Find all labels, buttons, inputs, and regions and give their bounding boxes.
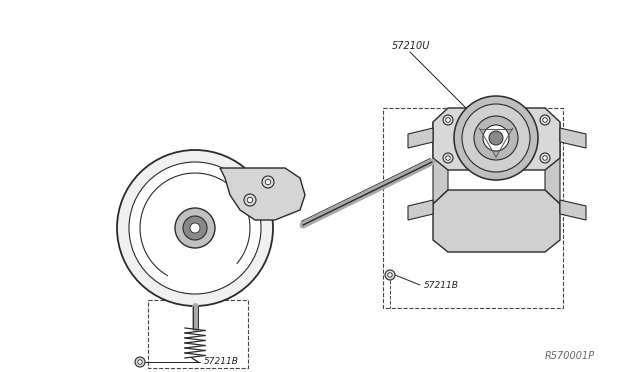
Polygon shape [560, 128, 586, 148]
Circle shape [489, 131, 503, 145]
Circle shape [454, 96, 538, 180]
Polygon shape [408, 128, 433, 148]
Circle shape [462, 104, 530, 172]
Polygon shape [408, 200, 433, 220]
Circle shape [540, 153, 550, 163]
Circle shape [474, 116, 518, 160]
Text: 57211B: 57211B [424, 280, 459, 289]
Circle shape [262, 176, 274, 188]
Polygon shape [220, 168, 305, 220]
Circle shape [543, 118, 547, 122]
Circle shape [117, 150, 273, 306]
Text: R570001P: R570001P [545, 351, 595, 361]
Circle shape [443, 115, 453, 125]
Polygon shape [433, 190, 560, 252]
Circle shape [445, 156, 451, 160]
Circle shape [135, 357, 145, 367]
Circle shape [266, 179, 271, 185]
Circle shape [543, 156, 547, 160]
Circle shape [247, 197, 253, 203]
Circle shape [190, 223, 200, 233]
Circle shape [483, 125, 509, 151]
Polygon shape [433, 122, 448, 204]
Polygon shape [433, 108, 560, 170]
Text: 57211B: 57211B [204, 357, 239, 366]
Circle shape [129, 162, 261, 294]
Circle shape [443, 153, 453, 163]
Circle shape [183, 216, 207, 240]
Circle shape [244, 194, 256, 206]
Circle shape [385, 270, 395, 280]
Circle shape [388, 273, 392, 277]
Polygon shape [560, 200, 586, 220]
Polygon shape [545, 122, 560, 204]
Text: 57210U: 57210U [392, 41, 430, 51]
Circle shape [540, 115, 550, 125]
Circle shape [175, 208, 215, 248]
Circle shape [138, 360, 142, 364]
Circle shape [445, 118, 451, 122]
